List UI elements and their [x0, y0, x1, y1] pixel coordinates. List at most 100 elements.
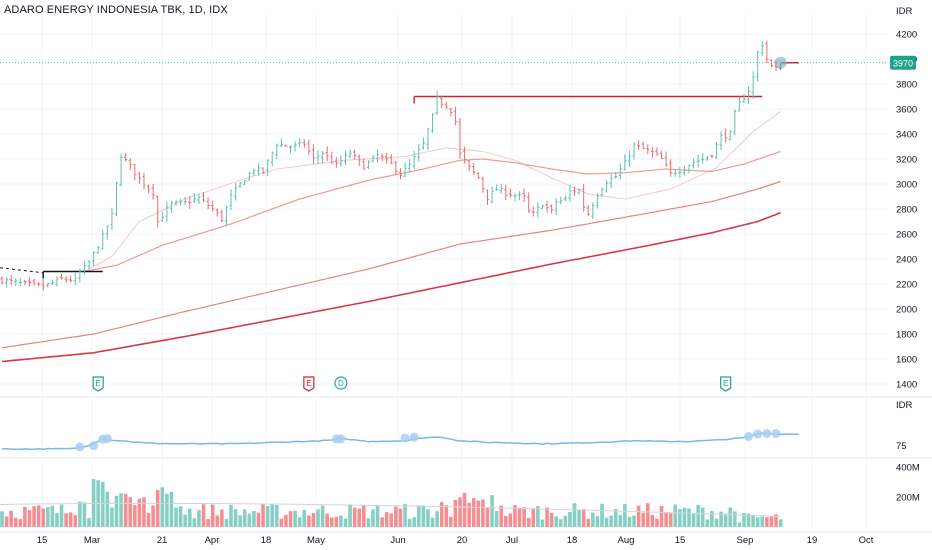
volume-bar: [82, 502, 87, 527]
volume-bar: [375, 505, 380, 527]
volume-bar: [36, 505, 41, 527]
price-tick-label: 3400: [896, 130, 917, 141]
volume-bar: [687, 508, 691, 527]
volume-bar: [572, 503, 577, 527]
last-price-label: 3970: [893, 58, 913, 68]
volume-bar: [540, 519, 545, 527]
volume-bar: [536, 506, 540, 527]
volume-bar: [618, 514, 623, 527]
volume-bar: [394, 506, 398, 527]
earnings-marker[interactable]: [720, 376, 732, 392]
volume-bar: [751, 514, 755, 527]
volume-bar: [755, 517, 760, 527]
volume-bar: [41, 508, 46, 527]
volume-bar: [682, 507, 687, 527]
volume-bar: [366, 518, 371, 527]
volume-bar: [238, 515, 242, 527]
volume-bar: [444, 505, 449, 527]
volume-bar: [18, 519, 23, 527]
volume-bar: [123, 493, 128, 527]
price-tick-label: 1800: [896, 330, 917, 341]
volume-bar: [13, 517, 18, 527]
volume-bar: [114, 495, 119, 527]
volume-bar: [9, 510, 13, 527]
volume-bar: [554, 516, 558, 527]
volume-bar: [485, 507, 490, 527]
volume-bar: [623, 503, 627, 527]
moving-average-line: [84, 111, 781, 272]
volume-bar: [87, 518, 91, 527]
volume-bar: [439, 502, 444, 527]
time-tick-label: Jul: [506, 535, 518, 546]
volume-bar: [242, 509, 247, 527]
volume-bar: [78, 501, 82, 527]
volume-tick-label: 200M: [896, 493, 920, 504]
price-tick-label: 1400: [896, 380, 917, 391]
volume-bar: [371, 509, 375, 527]
volume-bar: [343, 518, 348, 527]
strength-high-dot: [771, 428, 781, 438]
volume-bar: [412, 517, 416, 527]
chart-title: ADARO ENERGY INDONESIA TBK, 1D, IDX: [4, 4, 228, 16]
volume-bar: [517, 507, 522, 527]
strength-high-dot: [753, 429, 763, 439]
volume-bar: [421, 505, 426, 527]
strength-high-dot: [409, 432, 419, 442]
volume-bar: [595, 516, 600, 527]
earnings-marker[interactable]: [303, 376, 315, 392]
volume-average-line: [0, 502, 781, 517]
volume-bar: [352, 507, 357, 527]
dividend-marker[interactable]: [334, 376, 348, 390]
volume-bar: [526, 517, 531, 527]
volume-bar: [746, 513, 751, 527]
volume-bar: [119, 493, 123, 527]
volume-bar: [655, 518, 659, 527]
time-tick-label: 20: [457, 535, 468, 546]
volume-bar: [192, 518, 197, 527]
volume-bar: [270, 503, 275, 527]
volume-bar: [133, 504, 137, 527]
volume-bar: [279, 518, 284, 527]
volume-bar: [325, 513, 329, 527]
time-tick-label: Aug: [618, 535, 635, 546]
volume-bar: [197, 510, 201, 527]
earnings-marker[interactable]: [92, 376, 104, 392]
volume-bar: [146, 512, 151, 527]
volume-bar: [224, 518, 229, 527]
volume-bar: [499, 505, 504, 527]
volume-bar: [302, 509, 307, 527]
strength-tick-label: 75: [896, 441, 907, 452]
volume-bar: [4, 516, 9, 527]
volume-bar: [46, 507, 50, 527]
volume-bar: [416, 505, 421, 527]
time-tick-label: 19: [807, 535, 818, 546]
volume-bar: [50, 505, 55, 527]
volume-bar: [673, 504, 678, 527]
volume-bar: [645, 503, 650, 527]
volume-bar: [316, 509, 320, 527]
volume-bar: [458, 497, 462, 527]
currency-label: IDR: [896, 6, 913, 17]
price-tick-label: 2400: [896, 255, 917, 266]
strength-high-dot: [762, 428, 772, 438]
volume-bar: [600, 503, 604, 527]
strength-high-dot: [75, 442, 85, 452]
strength-high-dot: [89, 441, 99, 451]
volume-bar: [201, 504, 206, 527]
volume-panel: [0, 479, 783, 527]
volume-bar: [55, 513, 59, 527]
volume-bar: [650, 515, 655, 527]
volume-bar: [288, 511, 293, 527]
volume-bar: [728, 507, 733, 527]
moving-averages: [1, 111, 781, 363]
volume-bar: [187, 508, 192, 527]
volume-bar: [160, 487, 165, 527]
volume-bar: [765, 517, 769, 527]
volume-bar: [215, 515, 220, 527]
volume-bar: [710, 510, 714, 527]
last-price-badge: [890, 55, 916, 70]
volume-bar: [174, 507, 178, 527]
time-tick-label: 15: [37, 535, 48, 546]
volume-bar: [659, 505, 664, 527]
